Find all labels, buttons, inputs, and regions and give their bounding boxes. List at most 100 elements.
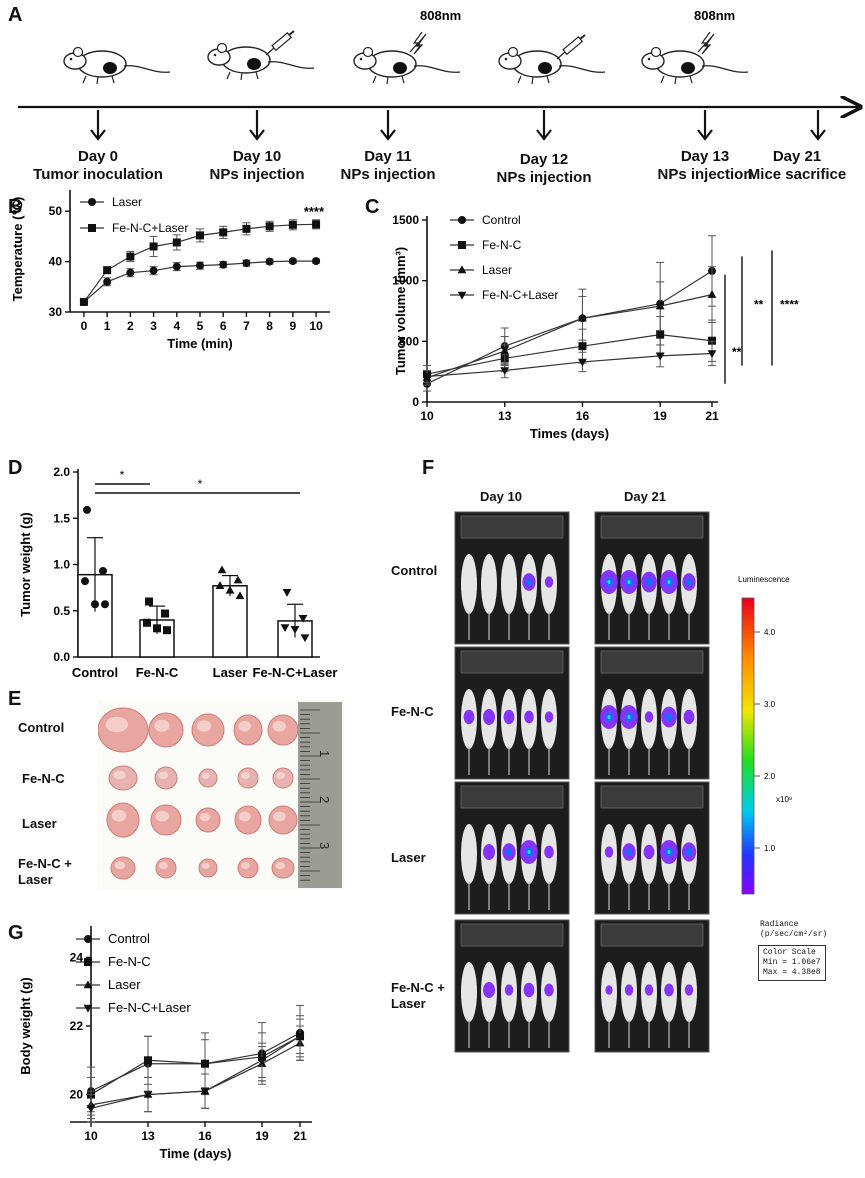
- data-point: [219, 228, 228, 237]
- data-point: [86, 1105, 96, 1113]
- y-tick-label: 1.5: [53, 511, 70, 525]
- x-tick-label: 10: [309, 319, 323, 333]
- tumor-signal-hot: [607, 580, 611, 584]
- tumor-signal: [683, 709, 695, 725]
- data-point: [149, 266, 158, 275]
- event-day: Day 21: [772, 148, 822, 165]
- x-tick-label: 13: [498, 409, 512, 423]
- tumor-highlight: [201, 862, 210, 869]
- tumor-signal-hot: [627, 715, 631, 719]
- tumor-highlight: [238, 811, 251, 822]
- tumor-highlight: [113, 770, 126, 780]
- x-tick-label: 16: [576, 409, 590, 423]
- event-day: Day 0: [77, 148, 119, 165]
- data-point: [257, 1057, 267, 1065]
- f-col-label-1: Day 21: [624, 489, 666, 504]
- y-axis-title: Temperature (℃): [10, 197, 25, 302]
- imaging-tile: [594, 511, 710, 645]
- x-tick-label: 19: [255, 1129, 269, 1143]
- individual-point: [153, 624, 161, 633]
- mouse-body: [501, 554, 517, 614]
- chart-b-temperature: 30 40 50 0 1 2 3 4 5 6 7 8 9 10 Time (min) Temperature …: [10, 190, 330, 351]
- x-tick-label: 3: [150, 319, 157, 333]
- individual-point: [233, 575, 243, 584]
- e-row-label-1: Fe-N-C: [22, 771, 65, 786]
- imaging-tile: [454, 781, 570, 915]
- x-axis-title: Time (days): [159, 1146, 231, 1161]
- data-point: [126, 268, 135, 277]
- x-tick-label: 10: [420, 409, 434, 423]
- data-point: [126, 252, 135, 261]
- imaging-tile: [454, 646, 570, 780]
- x-tick-label: 19: [654, 409, 668, 423]
- event-day: Day 12: [519, 151, 569, 168]
- tumor-signal: [504, 984, 514, 996]
- tumor-signal-core: [505, 848, 513, 856]
- x-tick-label: 10: [84, 1129, 98, 1143]
- data-point: [656, 330, 665, 339]
- imaging-tile: [594, 646, 710, 780]
- y-axis-title: Body weight (g): [18, 977, 33, 1075]
- tumor-signal: [643, 844, 655, 860]
- individual-point: [280, 624, 290, 632]
- series-laser: [79, 257, 321, 306]
- laser-label-2: 808nm: [694, 8, 735, 23]
- data-point: [500, 346, 510, 355]
- individual-point: [298, 614, 308, 623]
- tumor-signal: [544, 576, 554, 588]
- scale-tick-label: 2.0: [764, 772, 776, 781]
- scale-color-scale-label: Color Scale: [763, 948, 816, 957]
- individual-point: [215, 581, 225, 589]
- data-point: [143, 1091, 153, 1100]
- data-point: [242, 224, 251, 233]
- tumor-highlight: [275, 862, 286, 869]
- individual-point: [99, 566, 107, 575]
- tumor-highlight: [196, 720, 212, 732]
- tumor-signal-core: [685, 847, 693, 857]
- x-axis-title: Times (days): [530, 426, 609, 441]
- holder-bar: [600, 515, 704, 539]
- y-axis-title: Tumor volume (mm³): [393, 247, 408, 375]
- legend-marker: [88, 224, 96, 232]
- tumor-signal: [544, 983, 554, 997]
- scale-min: Min = 1.06e7: [763, 958, 821, 967]
- event-day: Day 13: [680, 148, 730, 165]
- x-tick-label: 5: [197, 319, 204, 333]
- data-point: [288, 220, 297, 229]
- data-point: [312, 220, 321, 229]
- scale-tick-label: 4.0: [764, 628, 776, 637]
- x-tick-label: 13: [141, 1129, 155, 1143]
- luminescence-color-scale: Luminescence 4.0 3.0 2.0 1.0 x10⁸: [738, 575, 792, 895]
- holder-bar: [460, 650, 564, 674]
- tumor-highlight: [114, 861, 126, 870]
- tumor-photo-drawing: 1 2 3: [98, 702, 342, 888]
- x-tick-label: 7: [243, 319, 250, 333]
- f-row-label-2: Laser: [391, 850, 426, 865]
- tumor-highlight: [241, 862, 250, 869]
- y-tick-label: 50: [49, 204, 63, 218]
- sig-label-2: **: [754, 298, 764, 312]
- tumor-signal: [684, 984, 694, 996]
- series-fe-n-c-laser: [422, 340, 717, 384]
- scale-gradient-bar: [741, 597, 755, 895]
- tumor-highlight: [199, 812, 211, 822]
- individual-point: [163, 626, 171, 635]
- data-point: [172, 262, 181, 271]
- x-tick-label: Fe-N-C+Laser: [253, 665, 338, 680]
- scale-tick-label: 3.0: [764, 700, 776, 709]
- e-row-label-3: Fe-N-C + Laser: [18, 856, 72, 887]
- y-tick-label: 0: [412, 395, 419, 409]
- individual-point: [91, 600, 99, 609]
- ruler-number: 2: [317, 796, 332, 803]
- x-tick-label: 6: [220, 319, 227, 333]
- panel-label-c: C: [365, 196, 380, 218]
- scale-title: Luminescence: [738, 575, 790, 584]
- data-point: [265, 257, 274, 266]
- data-point: [707, 350, 717, 359]
- chart-d-tumor-weight: 0.0 0.5 1.0 1.5 2.0 Tumor weight (g) Control Fe…: [18, 465, 338, 680]
- tumor-signal: [664, 983, 674, 997]
- data-point: [242, 259, 251, 268]
- event-desc: NPs injection: [209, 166, 305, 183]
- tumor-signal: [483, 844, 495, 860]
- data-point: [655, 352, 665, 361]
